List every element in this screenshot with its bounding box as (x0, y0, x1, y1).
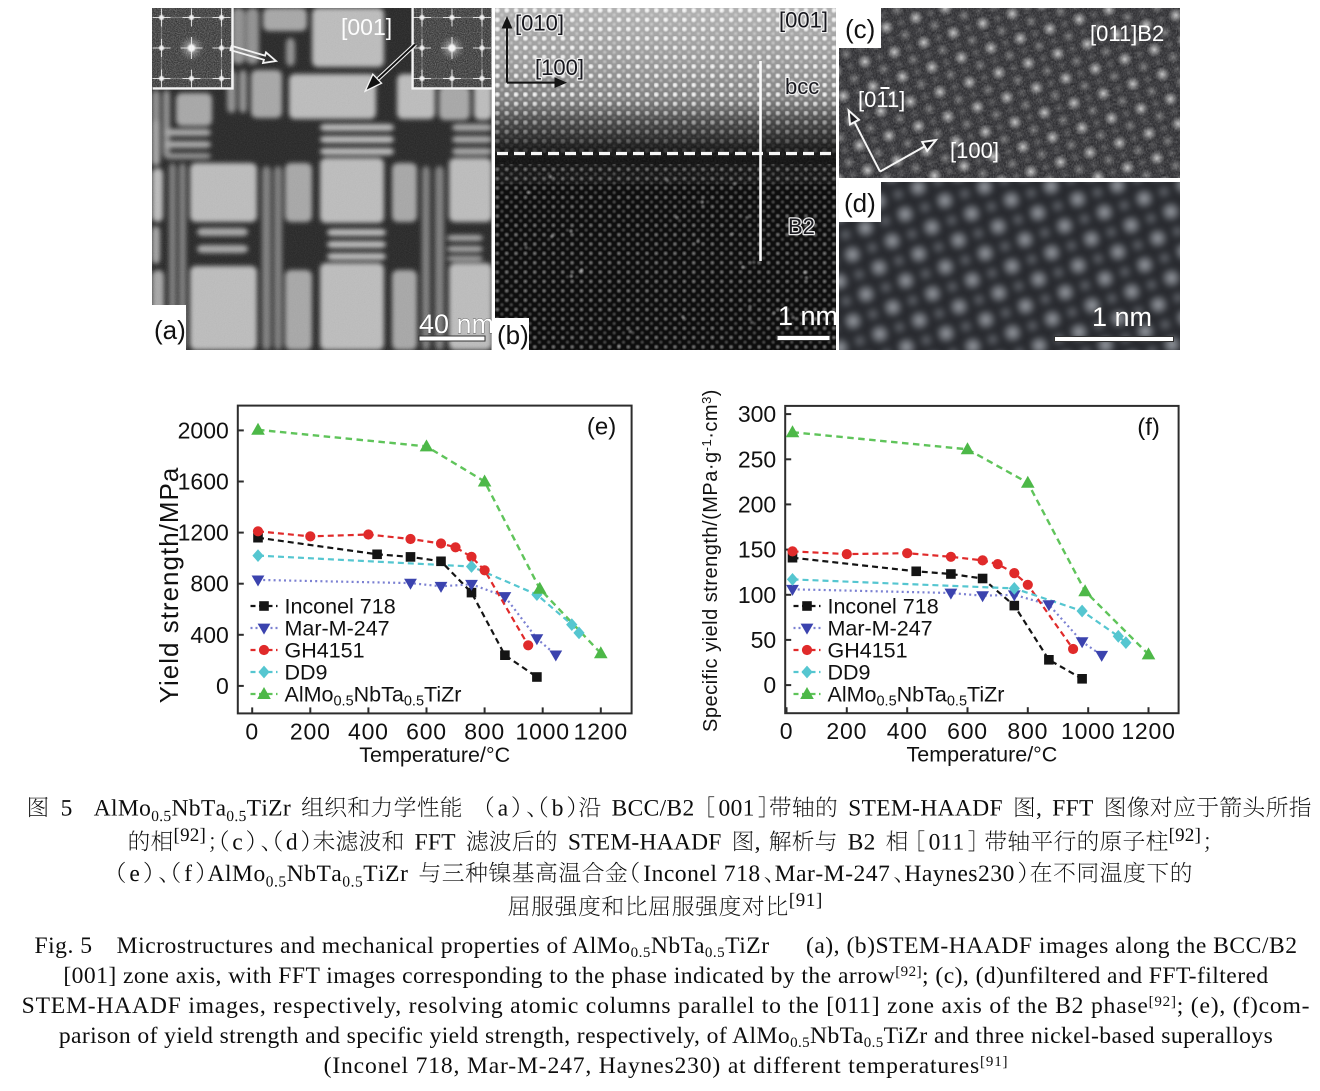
svg-text:1200: 1200 (178, 520, 229, 546)
svg-text:400: 400 (190, 622, 228, 648)
svg-text:800: 800 (190, 571, 228, 597)
svg-text:200: 200 (826, 718, 867, 744)
svg-text:250: 250 (738, 446, 776, 472)
svg-text:GH4151: GH4151 (285, 639, 365, 663)
svg-text:[011]: [011] (858, 87, 905, 112)
svg-text:(f): (f) (1137, 414, 1160, 441)
svg-text:1600: 1600 (178, 469, 229, 495)
svg-text:0: 0 (216, 673, 229, 699)
svg-text:AlMo0.5NbTa0.5TiZr: AlMo0.5NbTa0.5TiZr (285, 683, 462, 710)
svg-text:0: 0 (780, 718, 794, 744)
svg-text:[011]B2: [011]B2 (1090, 21, 1164, 46)
svg-text:[010]: [010] (515, 11, 564, 36)
svg-text:1 nm: 1 nm (1092, 302, 1152, 332)
svg-text:40 nm: 40 nm (419, 309, 492, 339)
svg-text:(c): (c) (845, 14, 875, 44)
svg-text:50: 50 (751, 627, 777, 653)
svg-text:Temperature/°C: Temperature/°C (907, 743, 1058, 767)
svg-text:[001]: [001] (341, 14, 392, 40)
svg-text:1200: 1200 (1121, 718, 1175, 744)
svg-text:(d): (d) (844, 188, 876, 218)
svg-text:Inconel 718: Inconel 718 (285, 595, 396, 619)
svg-text:200: 200 (290, 718, 331, 744)
svg-text:B2: B2 (788, 214, 815, 239)
svg-text:Specific yield strength/(MPa·g: Specific yield strength/(MPa·g-1·cm3) (699, 389, 722, 732)
svg-text:1000: 1000 (516, 718, 570, 744)
svg-text:[100]: [100] (950, 138, 999, 163)
svg-text:(a): (a) (154, 315, 186, 345)
svg-text:Temperature/°C: Temperature/°C (359, 743, 510, 767)
svg-text:1200: 1200 (574, 718, 628, 744)
svg-text:DD9: DD9 (828, 661, 871, 685)
svg-text:DD9: DD9 (285, 661, 328, 685)
svg-text:Mar-M-247: Mar-M-247 (285, 617, 390, 641)
svg-text:800: 800 (1007, 718, 1048, 744)
svg-text:Mar-M-247: Mar-M-247 (828, 617, 933, 641)
svg-text:2000: 2000 (178, 417, 229, 443)
svg-text:Inconel 718: Inconel 718 (828, 595, 939, 619)
svg-text:400: 400 (348, 718, 389, 744)
svg-text:[001]: [001] (779, 8, 828, 33)
svg-text:1 nm: 1 nm (778, 301, 836, 331)
svg-text:0: 0 (763, 672, 776, 698)
svg-text:600: 600 (406, 718, 447, 744)
svg-text:(b): (b) (497, 320, 529, 350)
svg-text:bcc: bcc (785, 74, 819, 99)
svg-text:(e): (e) (587, 414, 616, 441)
svg-text:400: 400 (887, 718, 928, 744)
svg-text:AlMo0.5NbTa0.5TiZr: AlMo0.5NbTa0.5TiZr (828, 683, 1005, 710)
svg-text:0: 0 (245, 718, 259, 744)
svg-text:GH4151: GH4151 (828, 639, 908, 663)
svg-text:[100]: [100] (535, 55, 584, 80)
svg-text:150: 150 (738, 537, 776, 563)
svg-text:800: 800 (464, 718, 505, 744)
svg-text:1000: 1000 (1061, 718, 1115, 744)
svg-text:Yield strength/MPa: Yield strength/MPa (154, 467, 184, 704)
svg-text:300: 300 (738, 401, 776, 427)
svg-text:100: 100 (738, 582, 776, 608)
svg-text:200: 200 (738, 491, 776, 517)
svg-text:600: 600 (947, 718, 988, 744)
